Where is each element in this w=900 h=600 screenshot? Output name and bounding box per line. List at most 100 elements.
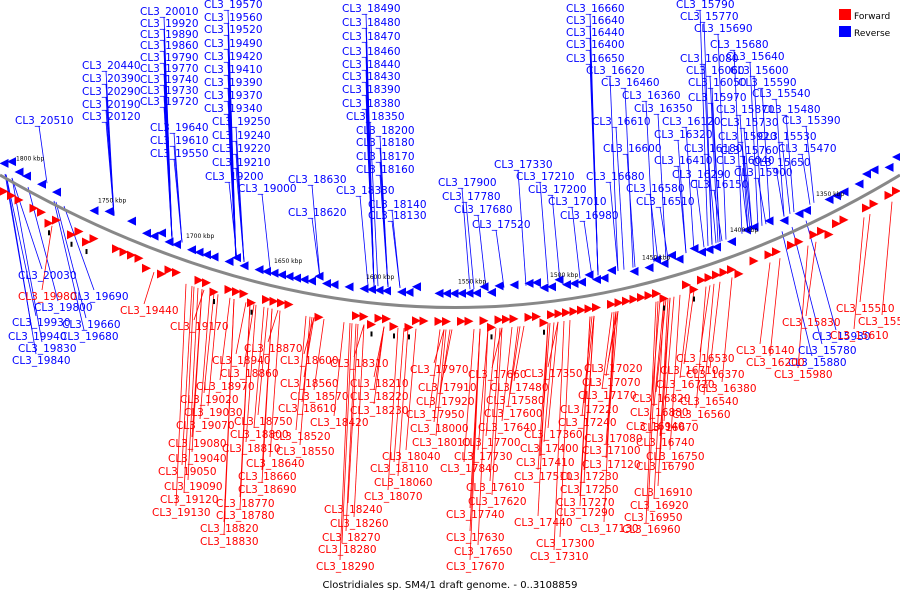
reverse-gene-arrow [157,228,166,238]
reverse-gene-label: CL3_19220 [212,143,271,155]
reverse-gene-arrow [704,245,714,255]
forward-gene-label: CL3_18660 [238,471,297,483]
reverse-gene-arrow [442,288,451,298]
forward-gene-arrow [239,289,249,299]
forward-gene-label: CL3_15610 [830,330,889,342]
forward-gene-leader-line [387,327,399,491]
forward-gene-label: CL3_18820 [200,523,259,535]
reverse-gene-arrow [509,280,519,290]
reverse-gene-label: CL3_15690 [694,23,753,35]
reverse-gene-label: CL3_20510 [15,115,74,127]
reverse-gene-label: CL3_17210 [516,171,575,183]
reverse-gene-label: CL3_18330 [336,185,395,197]
forward-gene-label: CL3_17100 [582,445,641,457]
reverse-gene-arrow [164,237,174,247]
kbp-tick-label: 1800 kbp [16,155,44,162]
reverse-gene-arrow [494,281,504,291]
reverse-gene-leader-line [38,125,48,184]
reverse-gene-arrow [172,240,181,250]
reverse-gene-arrow [359,284,369,294]
forward-gene-arrow [809,230,819,240]
forward-gene-arrow [194,275,204,285]
reverse-gene-arrow [367,284,376,294]
reverse-gene-leader-line [717,33,727,240]
forward-gene-arrow [509,314,519,324]
reverse-gene-label: CL3_15390 [782,115,841,127]
forward-gene-leader-line [607,310,619,433]
reverse-gene-label: CL3_16360 [622,90,681,102]
forward-gene-arrow [787,240,796,250]
kbp-tick-labels: 1800 kbp 1750 kbp 1700 kbp 1650 kbp 1600 kbp… [16,155,844,285]
reverse-gene-arrow [689,244,699,254]
forward-gene-label: CL3_17440 [514,517,573,529]
reverse-gene-leader-line [261,193,271,269]
forward-gene-arrow [532,312,541,322]
forward-gene-label: CL3_17230 [560,471,619,483]
reverse-gene-arrow [802,205,811,215]
reverse-gene-leader-line [749,61,759,228]
forward-gene-arrow [494,315,504,325]
forward-gene-label: CL3_19120 [160,494,219,506]
forward-gene-leader-line [559,320,571,538]
reverse-gene-leader-line [743,155,753,230]
forward-gene-leader-line [509,326,521,395]
forward-gene-arrow [374,313,384,323]
reverse-gene-arrow [607,265,616,275]
reverse-gene-leader-line [379,174,389,288]
forward-gene-arrow [614,298,624,308]
forward-gene-leader-line [439,329,451,396]
reverse-gene-leader-line [11,177,43,270]
reverse-gene-label: CL3_17680 [454,204,513,216]
reverse-gene-leader-line [741,141,751,231]
forward-gene-leader-line [805,241,817,317]
reverse-gene-label: CL3_16120 [662,116,721,128]
reverse-gene-leader-line [11,177,43,343]
reverse-gene-arrow [832,191,841,201]
reverse-gene-arrow [727,237,736,247]
reverse-gene-arrow [344,282,354,292]
forward-gene-leader-line [653,299,665,407]
reverse-gene-label: CL3_18180 [356,137,415,149]
forward-gene-leader-line [333,322,345,417]
reverse-gene-label: CL3_19730 [140,85,199,97]
genome-backbone-arc [0,173,900,309]
forward-gene-leader-line [353,324,365,518]
forward-gene-arrow [869,199,879,209]
reverse-gene-label: CL3_19370 [204,90,263,102]
forward-gene-label: CL3_18040 [382,451,441,463]
reverse-gene-label: CL3_16600 [603,143,662,155]
reverse-gene-arrow [307,276,316,286]
reverse-gene-arrow [412,282,421,292]
kbp-tick-label: 1450 kbp [642,254,670,261]
forward-gene-label: CL3_17730 [454,451,513,463]
forward-gene-arrow [629,294,639,304]
reverse-gene-leader-line [801,153,811,205]
forward-gene-arrow [419,316,429,326]
reverse-gene-label: CL3_19520 [204,24,263,36]
legend-reverse-swatch [839,26,851,37]
forward-gene-arrow [127,250,136,260]
reverse-gene-arrow [224,257,234,267]
reverse-gene-leader-line [791,226,823,345]
rna-feature-mark [213,299,215,305]
reverse-gene-leader-line [311,184,321,279]
reverse-gene-arrow [854,179,864,189]
reverse-gene-label: CL3_15970 [688,92,747,104]
forward-gene-arrow [772,247,781,257]
reverse-gene-label: CL3_18380 [342,98,401,110]
forward-gene-arrow [352,311,361,321]
reverse-gene-arrow [779,216,789,226]
forward-gene-leader-line [583,315,595,484]
forward-gene-leader-line [663,296,675,422]
forward-gene-label: CL3_15520 [858,316,900,328]
reverse-gene-label: CL3_16510 [636,196,695,208]
reverse-gene-label: CL3_17780 [442,191,501,203]
forward-gene-arrow [224,285,234,295]
reverse-gene-leader-line [359,195,369,286]
reverse-gene-leader-line [743,127,753,230]
forward-gene-label: CL3_17410 [516,457,575,469]
reverse-gene-leader-line [615,126,625,270]
forward-gene-arrow [592,302,601,312]
reverse-gene-arrow [524,278,534,288]
forward-gene-label: CL3_18780 [216,510,275,522]
